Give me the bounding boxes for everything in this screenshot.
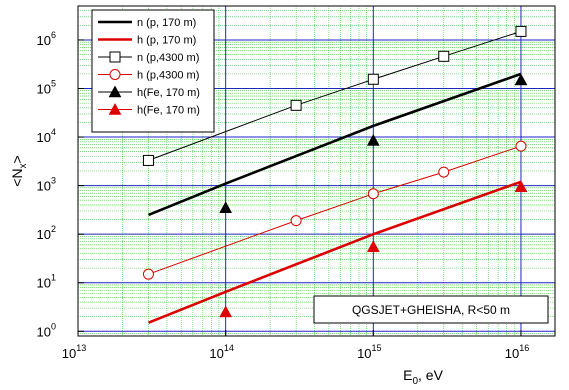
y-tick-label: 100	[37, 321, 56, 339]
series-0	[148, 72, 522, 217]
data-point	[514, 73, 528, 86]
y-tick-label: 105	[37, 79, 56, 97]
annotation: QGSJET+GHEISHA, R<50 m	[313, 295, 549, 324]
legend-entry: h(Fe, 170 m)	[98, 102, 200, 117]
x-tick-label: 1013	[62, 343, 86, 361]
series-line	[148, 180, 522, 324]
y-tick-base: 10	[37, 33, 51, 48]
data-point	[438, 50, 450, 62]
plot-frame	[77, 5, 556, 337]
legend-items: n (p, 170 m) h (p, 170 m) n (p,4300 m) h (p…	[98, 17, 200, 117]
series-4	[219, 73, 528, 214]
y-tick-exponent: 6	[51, 30, 56, 40]
legend-entry: h (p,4300 m)	[98, 69, 199, 82]
y-axis-title: <Nx>	[9, 155, 29, 186]
series-layer	[142, 25, 528, 324]
data-point	[142, 154, 154, 166]
series-2	[142, 25, 527, 166]
y-tick-base: 10	[37, 227, 51, 242]
data-point	[219, 305, 233, 318]
y-tick-label: 103	[37, 176, 56, 194]
series-line	[148, 72, 522, 217]
y-tick-label: 101	[37, 273, 56, 291]
x-tick-exponent: 13	[76, 343, 86, 353]
data-point	[290, 99, 302, 111]
data-point	[367, 188, 379, 200]
y-tick-base: 10	[37, 276, 51, 291]
x-tick-base: 10	[62, 346, 76, 361]
legend-label: n (p, 170 m)	[137, 17, 196, 29]
legend-label: h(Fe, 170 m)	[137, 87, 200, 99]
data-point	[142, 268, 154, 280]
data-point	[367, 73, 379, 85]
y-tick-exponent: 0	[51, 321, 56, 331]
minor-grid	[78, 6, 555, 336]
y-tick-base: 10	[37, 324, 51, 339]
y-tick-label: 102	[37, 224, 56, 242]
data-point	[438, 166, 450, 178]
legend-entry: n (p,4300 m)	[98, 51, 199, 64]
legend-marker	[108, 102, 122, 115]
x-tick-base: 10	[209, 346, 223, 361]
x-tick-label: 1014	[209, 343, 233, 361]
data-point	[366, 133, 380, 146]
x-tick-exponent: 16	[519, 343, 529, 353]
x-axis-title: E0, eV	[403, 367, 443, 387]
data-point	[515, 25, 527, 37]
y-tick-base: 10	[37, 130, 51, 145]
x-axis-title-main: E	[403, 367, 412, 383]
x-axis-title-rest: , eV	[418, 367, 444, 383]
series-1	[148, 180, 522, 324]
x-tick-label: 1015	[357, 343, 381, 361]
x-tick-base: 10	[357, 346, 371, 361]
y-axis-title-close: >	[9, 155, 25, 163]
data-point	[290, 215, 302, 227]
legend-entry: h(Fe, 170 m)	[98, 85, 200, 99]
y-tick-base: 10	[37, 179, 51, 194]
y-tick-exponent: 3	[51, 176, 56, 186]
y-axis-title-open: <N	[9, 168, 25, 186]
y-tick-exponent: 2	[51, 224, 56, 234]
x-tick-label: 1016	[505, 343, 529, 361]
y-tick-label: 106	[37, 30, 56, 48]
series-5	[219, 180, 528, 318]
legend-label: h (p,4300 m)	[137, 70, 199, 82]
legend-marker	[109, 69, 121, 80]
annotation-box	[313, 295, 549, 324]
x-tick-exponent: 14	[224, 343, 234, 353]
legend: n (p, 170 m) h (p, 170 m) n (p,4300 m) h (p…	[91, 9, 215, 133]
y-axis-title-sub: x	[18, 163, 29, 168]
series-3	[142, 140, 527, 280]
y-tick-exponent: 1	[51, 273, 56, 283]
legend-marker	[108, 85, 122, 98]
data-point	[366, 240, 380, 253]
data-point	[219, 201, 233, 214]
legend-marker	[109, 51, 121, 63]
legend-entry: h (p, 170 m)	[98, 35, 196, 47]
annotation-text: QGSJET+GHEISHA, R<50 m	[352, 303, 510, 317]
data-point	[514, 180, 528, 192]
y-tick-label: 104	[37, 127, 56, 145]
legend-label: h (p, 170 m)	[137, 35, 196, 47]
x-tick-exponent: 15	[372, 343, 382, 353]
y-tick-base: 10	[37, 82, 51, 97]
data-point	[515, 140, 527, 152]
x-tick-base: 10	[505, 346, 519, 361]
y-tick-exponent: 5	[51, 79, 56, 89]
x-axis-title-sub: 0	[412, 376, 418, 387]
legend-label: h(Fe, 170 m)	[137, 105, 200, 117]
series-line	[148, 145, 522, 275]
y-tick-exponent: 4	[51, 127, 56, 137]
legend-entry: n (p, 170 m)	[98, 17, 196, 29]
legend-label: n (p,4300 m)	[137, 52, 199, 64]
